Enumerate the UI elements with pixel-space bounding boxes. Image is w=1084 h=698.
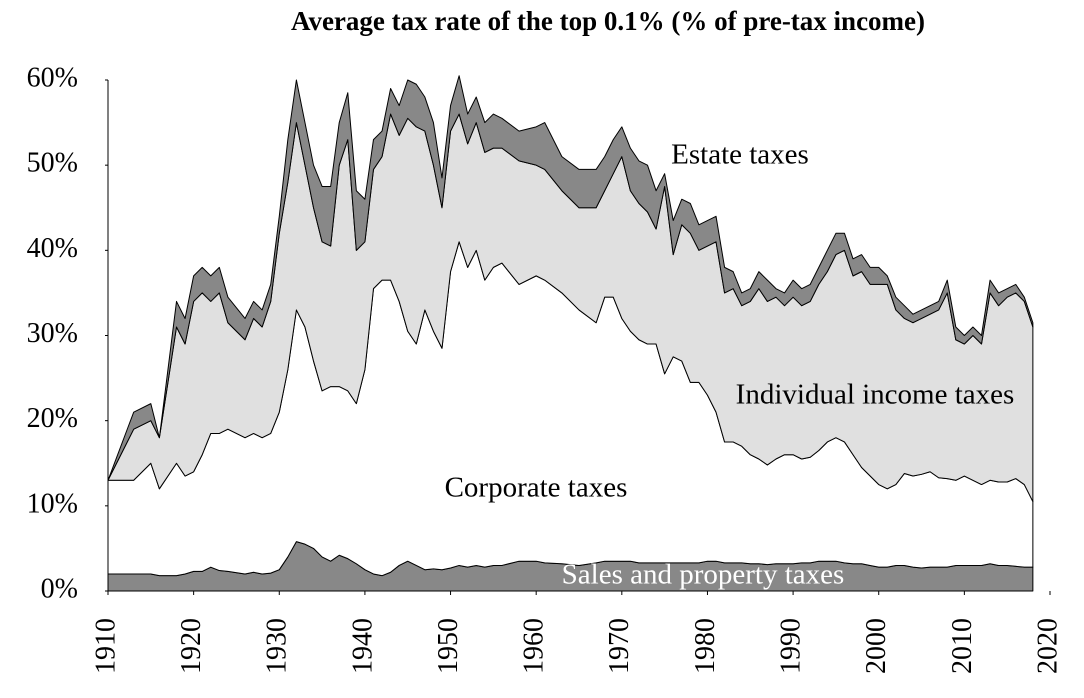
series-label: Estate taxes xyxy=(671,138,809,171)
series-label: Corporate taxes xyxy=(444,471,628,504)
x-tick-label: 1970 xyxy=(604,618,635,674)
y-tick-label: 20% xyxy=(27,403,78,434)
chart-title: Average tax rate of the top 0.1% (% of p… xyxy=(291,6,925,36)
x-tick-label: 1920 xyxy=(176,618,207,674)
area xyxy=(107,75,1034,481)
x-tick-label: 1990 xyxy=(776,618,807,674)
x-tick-label: 1980 xyxy=(690,618,721,674)
x-tick-label: 2020 xyxy=(1032,618,1063,674)
x-tick-label: 1960 xyxy=(519,618,550,674)
x-tick-label: 1940 xyxy=(347,618,378,674)
y-tick-label: 60% xyxy=(27,62,78,93)
x-tick-label: 1950 xyxy=(433,618,464,674)
x-tick-label: 2010 xyxy=(947,618,978,674)
x-tick-label: 2000 xyxy=(861,618,892,674)
x-tick-label: 1910 xyxy=(90,618,121,674)
series-label: Sales and property taxes xyxy=(561,558,845,591)
x-tick-label: 1930 xyxy=(262,618,293,674)
y-tick-label: 50% xyxy=(27,148,78,179)
y-tick-label: 0% xyxy=(41,573,78,604)
series-label: Individual income taxes xyxy=(735,378,1015,411)
y-tick-label: 30% xyxy=(27,318,78,349)
y-tick-label: 10% xyxy=(27,488,78,519)
y-tick-label: 40% xyxy=(27,233,78,264)
